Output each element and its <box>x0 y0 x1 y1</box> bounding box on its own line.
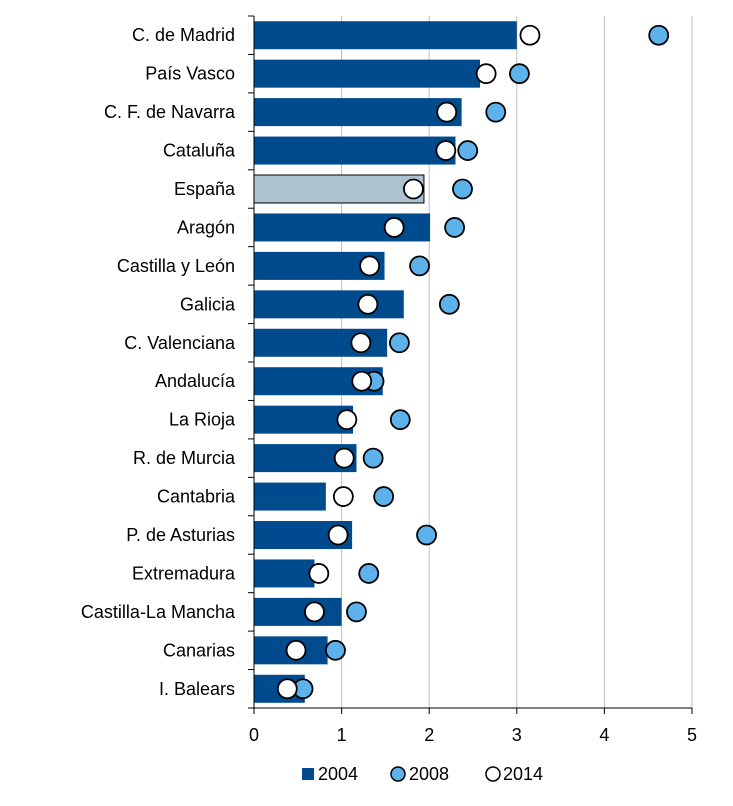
bars-layer <box>253 21 517 703</box>
legend-swatch-2008 <box>390 766 406 782</box>
legend: 2004 2008 2014 <box>302 764 543 784</box>
bar-2004 <box>254 59 481 88</box>
bar-2004 <box>254 559 315 588</box>
point-2008 <box>409 255 430 277</box>
category-label: Extremadura <box>132 563 236 583</box>
x-tick-label: 5 <box>687 725 697 745</box>
legend-swatch-2014 <box>485 766 501 782</box>
bar-2004 <box>254 482 326 511</box>
x-tick-label: 3 <box>512 725 522 745</box>
point-2008 <box>452 178 473 200</box>
category-label: C. Valenciana <box>124 333 236 353</box>
point-2014 <box>351 370 373 392</box>
legend-swatch-2004 <box>302 768 314 780</box>
x-tick-label: 2 <box>424 725 434 745</box>
point-2008 <box>457 140 479 161</box>
grid-layer <box>341 16 693 708</box>
point-2014 <box>333 447 355 469</box>
bar-2004 <box>254 290 404 319</box>
bar-2004 <box>254 597 342 626</box>
category-label: Aragón <box>177 217 235 237</box>
legend-label-2004: 2004 <box>318 764 358 784</box>
bar-2004 <box>254 98 462 127</box>
category-label: C. F. de Navarra <box>104 102 236 122</box>
x-tick-label: 1 <box>337 725 347 745</box>
point-2014 <box>304 601 325 623</box>
point-2014 <box>519 24 541 46</box>
point-2014 <box>285 639 307 661</box>
point-2008 <box>389 332 410 354</box>
point-2008 <box>485 101 507 123</box>
category-label: Castilla y León <box>117 256 235 276</box>
bar-2004 <box>253 174 425 204</box>
point-2014 <box>350 332 372 354</box>
point-2014 <box>276 678 298 700</box>
point-2014 <box>435 140 457 161</box>
category-label: Andalucía <box>155 371 236 391</box>
category-label: R. de Murcia <box>133 448 236 468</box>
category-label: C. de Madrid <box>132 25 235 45</box>
point-2014 <box>359 255 381 277</box>
point-2008 <box>358 563 380 584</box>
point-2008 <box>362 447 384 469</box>
point-2008 <box>444 217 466 238</box>
point-2014 <box>357 293 379 315</box>
x-tick-label: 0 <box>249 725 259 745</box>
x-axis: 0 1 2 3 4 5 <box>248 15 697 745</box>
category-labels: C. de Madrid País Vasco C. F. de Navarra Ca… <box>81 25 236 699</box>
legend-label-2014: 2014 <box>503 764 543 784</box>
point-2008 <box>509 63 530 85</box>
point-2014 <box>336 409 358 431</box>
point-2014 <box>327 524 349 546</box>
x-tick-label: 4 <box>599 725 609 745</box>
legend-label-2008: 2008 <box>409 764 449 784</box>
category-label: La Rioja <box>169 410 236 430</box>
point-2008 <box>325 639 346 661</box>
point-2014 <box>383 217 405 238</box>
category-label: Cantabria <box>157 487 236 507</box>
point-2014 <box>475 63 497 85</box>
point-2008 <box>416 524 437 546</box>
bar-2004 <box>254 136 456 165</box>
markers-layer <box>276 24 670 700</box>
category-label: Cataluña <box>163 141 236 161</box>
category-label: España <box>174 179 236 199</box>
category-label: I. Balears <box>159 679 235 699</box>
category-label: Castilla-La Mancha <box>81 602 236 622</box>
point-2014 <box>308 563 330 584</box>
point-2008 <box>346 601 367 623</box>
point-2014 <box>436 101 458 123</box>
point-2014 <box>332 486 354 507</box>
category-label: P. de Asturias <box>126 525 235 545</box>
category-label: Canarias <box>163 640 235 660</box>
point-2008 <box>648 24 670 46</box>
point-2008 <box>438 293 460 315</box>
category-label: Galicia <box>180 294 236 314</box>
point-2008 <box>389 409 411 431</box>
bar-2004 <box>254 21 517 50</box>
point-2008 <box>373 486 395 507</box>
point-2014 <box>403 178 424 200</box>
category-label: País Vasco <box>145 64 235 84</box>
